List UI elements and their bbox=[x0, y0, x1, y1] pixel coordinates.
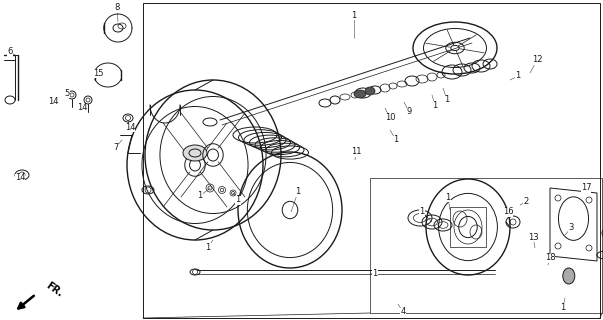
Text: 1: 1 bbox=[560, 302, 566, 311]
Bar bbox=[370, 178, 602, 313]
Text: 1: 1 bbox=[235, 196, 241, 204]
Text: 10: 10 bbox=[385, 114, 395, 123]
Text: 15: 15 bbox=[93, 68, 103, 77]
Text: 1: 1 bbox=[197, 191, 203, 201]
Text: 14: 14 bbox=[125, 123, 135, 132]
Text: 4: 4 bbox=[400, 308, 406, 316]
Text: 13: 13 bbox=[528, 233, 538, 242]
Ellipse shape bbox=[563, 268, 575, 284]
Text: 1: 1 bbox=[206, 243, 210, 252]
Text: 1: 1 bbox=[373, 268, 377, 277]
Text: 1: 1 bbox=[432, 100, 438, 109]
Text: 16: 16 bbox=[503, 207, 513, 217]
Ellipse shape bbox=[183, 145, 207, 161]
Text: 17: 17 bbox=[581, 183, 592, 193]
Text: 9: 9 bbox=[406, 108, 412, 116]
Bar bbox=[450, 207, 486, 247]
Text: 3: 3 bbox=[568, 223, 573, 233]
Text: 2: 2 bbox=[523, 197, 529, 206]
Text: 1: 1 bbox=[516, 71, 520, 81]
Text: 7: 7 bbox=[113, 142, 119, 151]
Text: 1: 1 bbox=[295, 188, 301, 196]
Text: 14: 14 bbox=[48, 98, 58, 107]
Text: 11: 11 bbox=[351, 148, 361, 156]
Text: 5: 5 bbox=[65, 89, 69, 98]
Text: 18: 18 bbox=[545, 253, 555, 262]
Text: 1: 1 bbox=[393, 135, 399, 145]
Text: 1: 1 bbox=[444, 95, 450, 105]
Text: 14: 14 bbox=[14, 173, 25, 182]
Bar bbox=[143, 3, 600, 318]
Text: 8: 8 bbox=[115, 4, 119, 12]
Ellipse shape bbox=[354, 90, 366, 98]
Text: 1: 1 bbox=[352, 11, 356, 20]
Text: 1: 1 bbox=[446, 193, 450, 202]
Text: 6: 6 bbox=[7, 47, 13, 57]
Text: 1: 1 bbox=[419, 207, 425, 217]
Text: 14: 14 bbox=[77, 103, 87, 113]
Text: FR.: FR. bbox=[44, 281, 65, 299]
Ellipse shape bbox=[365, 87, 375, 95]
Text: 12: 12 bbox=[532, 55, 542, 65]
